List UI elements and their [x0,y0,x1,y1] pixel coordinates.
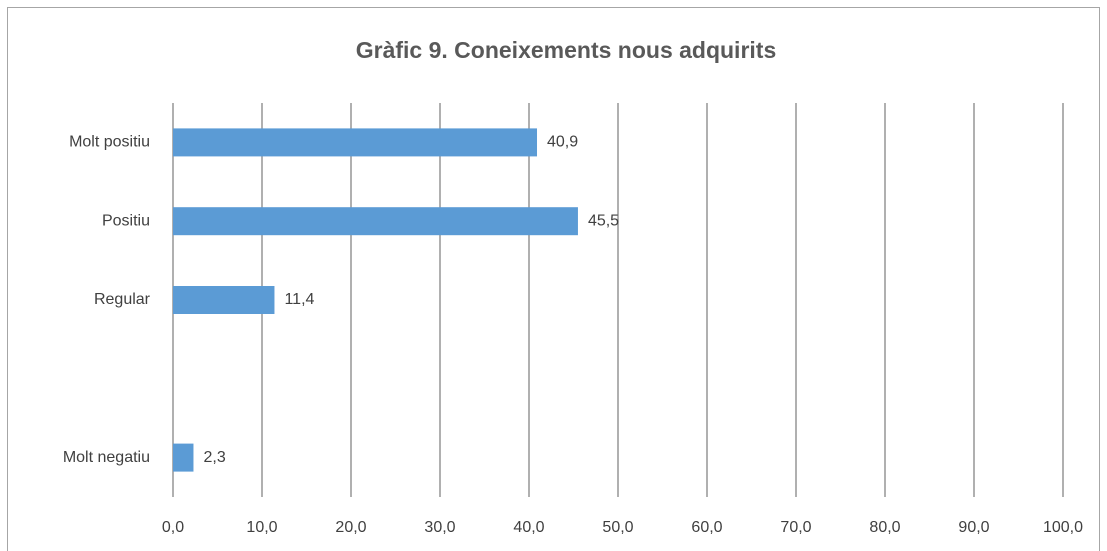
y-tick-label: Molt negatiu [63,449,150,466]
y-tick-label: Molt positiu [69,134,150,151]
x-tick-label: 0,0 [162,519,184,536]
x-tick-label: 60,0 [691,519,722,536]
y-tick-label: Positiu [102,212,150,229]
x-tick-label: 20,0 [335,519,366,536]
chart-title: Gràfic 9. Coneixements nous adquirits [356,37,777,63]
bar [173,286,275,314]
x-tick-label: 40,0 [513,519,544,536]
y-tick-label: Regular [94,291,151,308]
x-tick-label: 70,0 [780,519,811,536]
x-tick-label: 80,0 [869,519,900,536]
x-tick-label: 100,0 [1043,519,1083,536]
chart-border [7,7,1100,551]
value-label: 40,9 [547,134,578,151]
bar [173,443,194,472]
x-tick-label: 90,0 [958,519,989,536]
value-label: 11,4 [284,291,314,308]
bar [173,207,578,236]
bar [173,128,538,157]
value-label: 2,3 [203,449,225,466]
x-tick-label: 50,0 [602,519,633,536]
x-tick-label: 30,0 [424,519,455,536]
x-tick-label: 10,0 [246,519,277,536]
value-label: 45,5 [588,212,619,229]
